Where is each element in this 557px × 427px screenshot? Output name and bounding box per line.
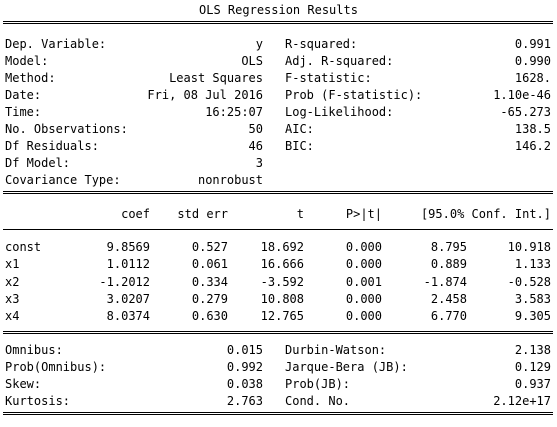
coef-column-header: std err [177,207,228,221]
coef-cell-lo: 6.770 [430,309,467,323]
coef-rule [3,331,553,337]
top-rule [3,21,553,27]
coef-cell-coef: 8.0374 [106,309,150,323]
summary-right-value: 1628. [514,71,551,85]
coef-cell-coef: 9.8569 [106,240,150,254]
summary-right-label: AIC: [285,122,314,136]
summary-left-value: 3 [255,156,263,170]
summary-left-value: 16:25:07 [205,105,263,119]
summary-right-value: 0.991 [514,37,551,51]
summary-left-label: Model: [5,54,49,68]
coef-cell-p: 0.000 [345,240,382,254]
diag-right-label: Durbin-Watson: [285,343,387,357]
coef-cell-p: 0.001 [345,275,382,289]
summary-right-value: 1.10e-46 [493,88,551,102]
coef-column-header: t [296,207,304,221]
summary-left-label: Time: [5,105,42,119]
coef-column-header: P>|t| [345,207,382,221]
coef-cell-t: -3.592 [260,275,304,289]
coef-row-name: const [5,240,42,254]
coef-cell-coef: 3.0207 [106,292,150,306]
coef-cell-hi: -0.528 [507,275,551,289]
diag-right-value: 2.12e+17 [493,394,551,408]
summary-left-value: OLS [241,54,263,68]
coef-row-name: x1 [5,257,20,271]
summary-left-label: Df Model: [5,156,71,170]
coef-column-header: coef [121,207,150,221]
summary-right-label: F-statistic: [285,71,372,85]
coef-cell-hi: 9.305 [514,309,551,323]
coef-cell-hi: 10.918 [507,240,551,254]
summary-left-value: y [255,37,263,51]
diag-left-label: Kurtosis: [5,394,71,408]
summary-right-label: Prob (F-statistic): [285,88,423,102]
coef-cell-p: 0.000 [345,309,382,323]
coef-cell-lo: -1.874 [423,275,467,289]
diag-right-label: Cond. No. [285,394,351,408]
coef-cell-lo: 0.889 [430,257,467,271]
coef-column-header: [95.0% Conf. Int.] [420,207,551,221]
diag-left-label: Prob(Omnibus): [5,360,107,374]
summary-right-label: R-squared: [285,37,358,51]
diag-left-value: 0.015 [226,343,263,357]
summary-right-value: 146.2 [514,139,551,153]
coef-cell-p: 0.000 [345,257,382,271]
summary-right-value: 0.990 [514,54,551,68]
coef-cell-t: 12.765 [260,309,304,323]
diag-right-label: Prob(JB): [285,377,351,391]
summary-left-value: Least Squares [169,71,263,85]
summary-left-label: Method: [5,71,56,85]
coef-cell-p: 0.000 [345,292,382,306]
page-title: OLS Regression Results [199,3,358,17]
coef-cell-coef: -1.2012 [99,275,150,289]
coef-cell-stderr: 0.061 [191,257,228,271]
diag-left-label: Skew: [5,377,42,391]
summary-right-label: BIC: [285,139,314,153]
coef-cell-t: 16.666 [260,257,304,271]
coef-cell-t: 18.692 [260,240,304,254]
summary-left-label: Dep. Variable: [5,37,107,51]
summary-left-value: Fri, 08 Jul 2016 [147,88,263,102]
diag-right-value: 0.937 [514,377,551,391]
summary-left-value: 50 [248,122,263,136]
diag-left-value: 0.038 [226,377,263,391]
summary-left-label: Df Residuals: [5,139,99,153]
coef-row-name: x3 [5,292,20,306]
summary-right-label: Adj. R-squared: [285,54,394,68]
coef-cell-stderr: 0.279 [191,292,228,306]
coef-cell-coef: 1.0112 [106,257,150,271]
diag-right-value: 0.129 [514,360,551,374]
summary-left-value: 46 [248,139,263,153]
coef-cell-t: 10.808 [260,292,304,306]
diag-left-value: 2.763 [226,394,263,408]
coef-cell-lo: 8.795 [430,240,467,254]
bottom-rule [3,412,553,418]
summary-right-label: Log-Likelihood: [285,105,394,119]
coef-cell-lo: 2.458 [430,292,467,306]
coef-row-name: x4 [5,309,20,323]
summary-left-value: nonrobust [197,173,263,187]
diag-left-value: 0.992 [226,360,263,374]
summary-left-label: Covariance Type: [5,173,121,187]
diag-right-value: 2.138 [514,343,551,357]
summary-left-label: Date: [5,88,42,102]
coef-cell-stderr: 0.630 [191,309,228,323]
summary-rule [3,191,553,197]
diag-left-label: Omnibus: [5,343,63,357]
summary-right-value: -65.273 [500,105,551,119]
summary-right-value: 138.5 [514,122,551,136]
coef-row-name: x2 [5,275,20,289]
coef-cell-stderr: 0.334 [191,275,228,289]
diag-right-label: Jarque-Bera (JB): [285,360,408,374]
coef-header-rule [3,229,553,230]
coef-cell-stderr: 0.527 [191,240,228,254]
coef-cell-hi: 3.583 [514,292,551,306]
coef-cell-hi: 1.133 [514,257,551,271]
summary-left-label: No. Observations: [5,122,128,136]
